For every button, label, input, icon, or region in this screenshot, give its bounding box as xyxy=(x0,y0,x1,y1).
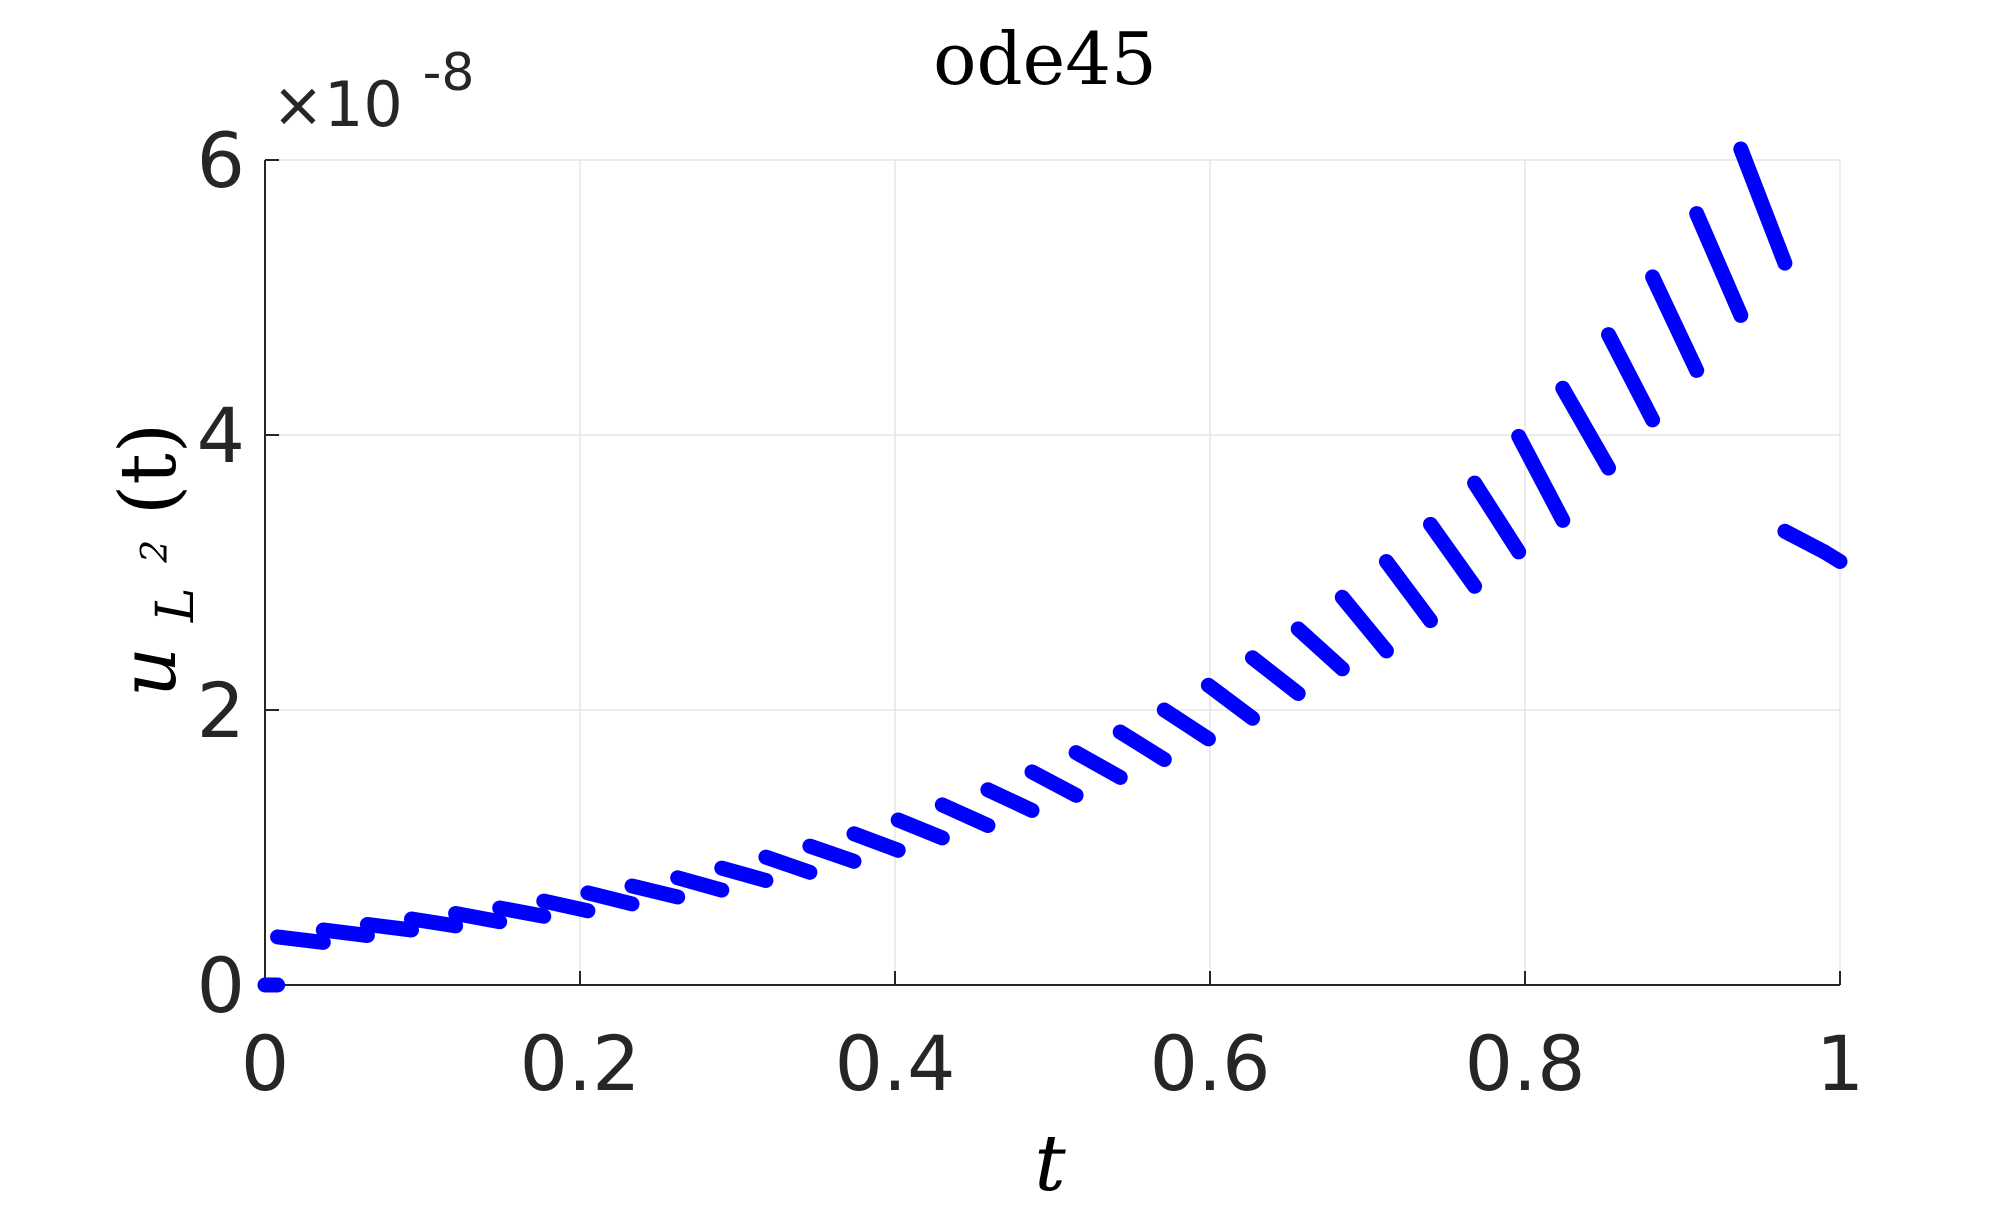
x-tick-labels: 0 0.2 0.4 0.6 0.8 1 xyxy=(241,1019,1864,1108)
data-segment xyxy=(448,906,508,930)
data-segment xyxy=(1645,269,1705,378)
y-tick-label: 4 xyxy=(197,391,245,480)
data-segment xyxy=(1334,589,1394,659)
y-axis-label: u L 2 (t) xyxy=(96,423,212,697)
y-exponent-label: ×10 -8 xyxy=(272,43,474,141)
data-segment xyxy=(1689,206,1749,323)
data-segment xyxy=(802,838,862,869)
data-segment xyxy=(1024,764,1084,803)
svg-text:u L 2: u L 2 (t) xyxy=(96,423,212,697)
data-segment xyxy=(1511,428,1571,528)
data-segment xyxy=(890,812,950,846)
y-exponent-prefix: ×10 xyxy=(272,68,403,141)
data-segment xyxy=(1245,650,1306,701)
x-tick-label: 0.8 xyxy=(1465,1019,1586,1108)
y-label-argument: (t) xyxy=(104,423,194,515)
x-axis-label: t xyxy=(1034,1119,1066,1209)
y-label-base: u xyxy=(104,647,194,697)
x-tick-label: 0.4 xyxy=(835,1019,956,1108)
data-segment xyxy=(1156,702,1216,747)
data-segment xyxy=(714,860,774,888)
y-tick-label: 2 xyxy=(197,666,245,755)
data-segment xyxy=(404,911,464,934)
data-segment xyxy=(980,782,1040,818)
data-segment xyxy=(1601,327,1661,428)
data-segment xyxy=(1200,677,1260,726)
data-series xyxy=(257,141,1848,993)
data-segment xyxy=(315,922,375,943)
y-label-subscript: L xyxy=(146,588,206,624)
data-segment xyxy=(1378,554,1438,629)
y-tick-label: 0 xyxy=(197,941,245,1030)
data-segment xyxy=(1290,621,1350,677)
x-tick-label: 1 xyxy=(1816,1019,1864,1108)
data-segment xyxy=(670,870,730,898)
chart-title: ode45 xyxy=(933,17,1157,101)
data-segment xyxy=(758,849,818,880)
data-segment xyxy=(536,893,596,919)
y-tick-labels: 0 2 4 6 xyxy=(197,116,245,1030)
data-segment xyxy=(1423,516,1483,594)
data-segment xyxy=(934,797,996,833)
data-segment xyxy=(1112,724,1172,767)
data-segment xyxy=(270,929,331,950)
data-segment xyxy=(1467,475,1527,560)
y-tick-label: 6 xyxy=(197,116,245,205)
data-segment xyxy=(1555,380,1616,476)
data-segment xyxy=(846,826,906,858)
data-segment xyxy=(1816,544,1848,569)
svg-text:×10 -8: ×10 -8 xyxy=(272,43,474,141)
data-segment xyxy=(580,885,640,912)
data-segment xyxy=(492,900,552,924)
y-label-subscript-power: 2 xyxy=(135,540,176,564)
x-tick-label: 0 xyxy=(241,1019,289,1108)
data-segment xyxy=(1068,745,1128,785)
data-segment xyxy=(359,917,419,938)
x-tick-label: 0.6 xyxy=(1150,1019,1271,1108)
data-segment xyxy=(1733,141,1793,271)
x-tick-label: 0.2 xyxy=(520,1019,641,1108)
data-segment xyxy=(624,878,686,905)
y-exponent-power: -8 xyxy=(423,43,475,103)
